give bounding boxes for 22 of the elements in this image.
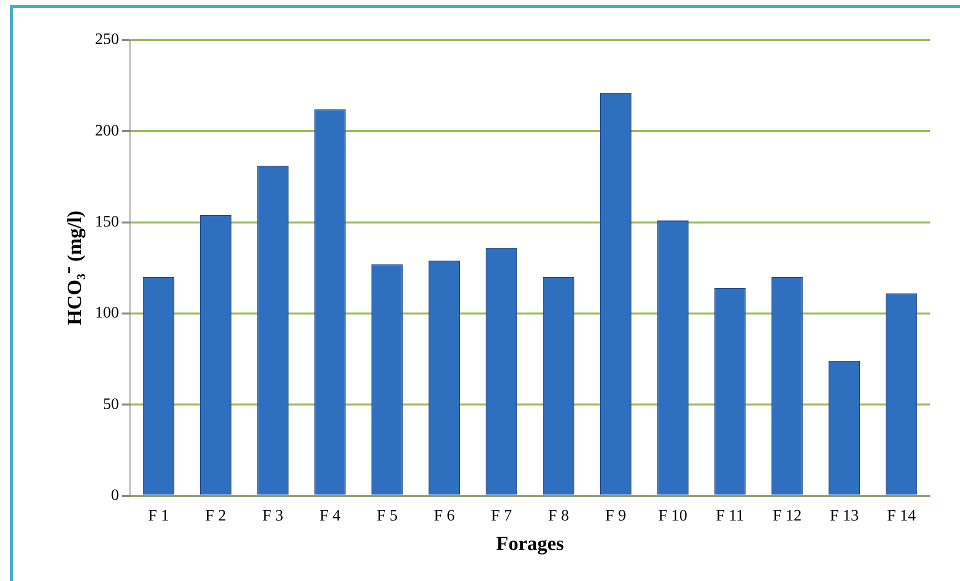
y-tick-label: 150 [95, 214, 119, 231]
y-tick-label: 200 [95, 122, 119, 140]
x-tick-label: F 5 [376, 508, 398, 525]
y-tick-label: 0 [111, 487, 119, 504]
x-tick-label: F 4 [320, 508, 340, 525]
x-tick-label: F 3 [262, 508, 284, 525]
x-axis-title: Forages [496, 533, 564, 556]
y-tick-label: 50 [103, 396, 119, 413]
x-tick-label: F 9 [605, 508, 626, 525]
x-tick-label: F 14 [886, 508, 916, 525]
x-tick-label: F 12 [772, 508, 802, 525]
x-tick-label: F 7 [490, 508, 512, 525]
y-tick-label: 250 [95, 31, 119, 48]
x-tick-label: F 2 [205, 508, 226, 525]
x-tick-label: F 8 [548, 508, 570, 525]
x-tick-label: F 13 [830, 508, 859, 525]
x-tick-label: F 10 [658, 508, 688, 525]
x-tick-label: F 6 [434, 508, 455, 525]
x-tick-label: F 11 [716, 508, 744, 525]
y-axis-title: HCO₃⁻ (mg/l) [64, 210, 86, 326]
y-tick-label: 100 [95, 304, 119, 322]
x-tick-label: F 1 [148, 508, 170, 525]
